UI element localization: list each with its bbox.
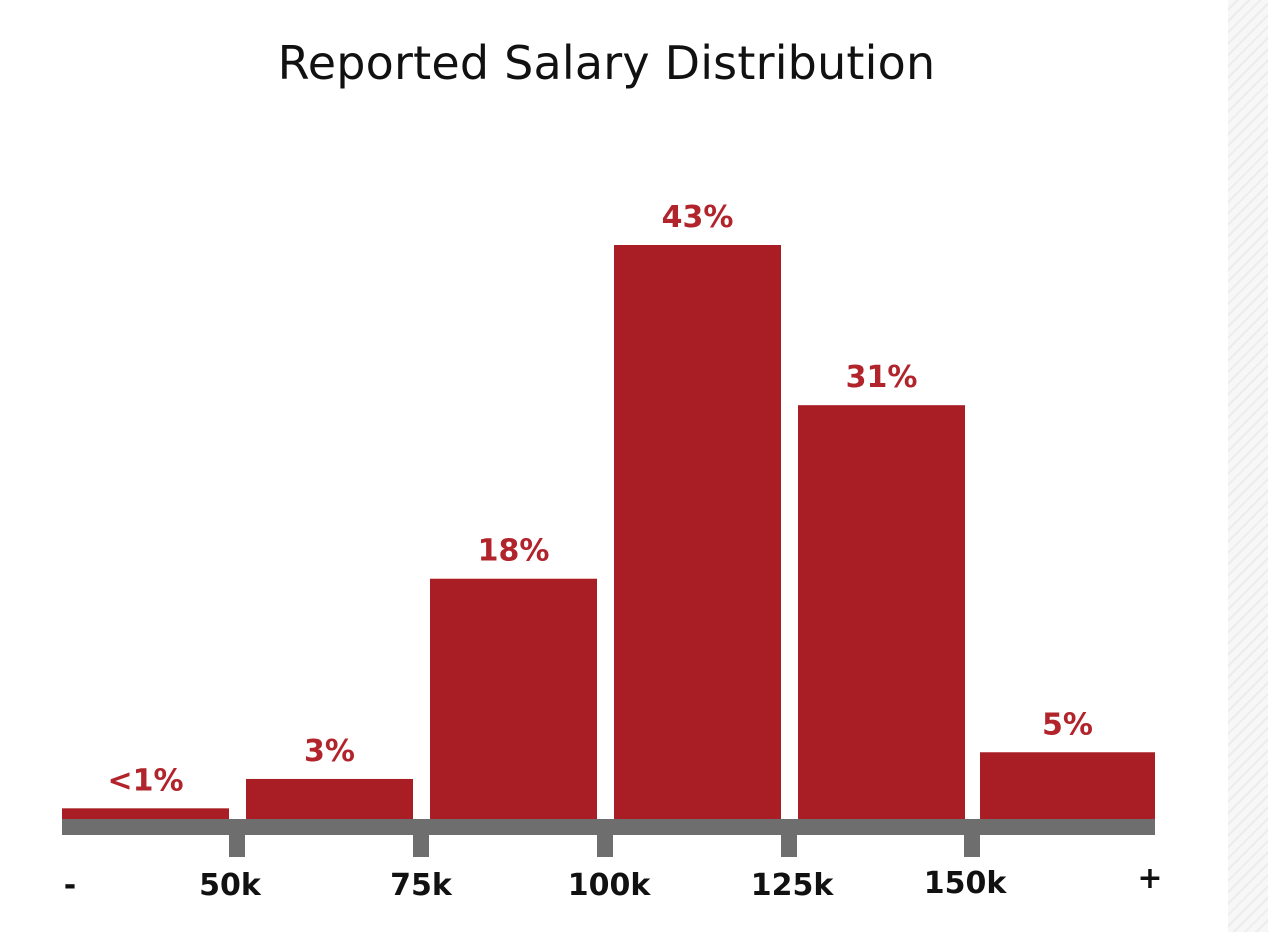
value-labels-layer: <1% 3% 18% 43% 31% 5% [107,200,1093,798]
value-label-2: 3% [304,734,355,769]
x-tick-mark-4 [781,819,797,857]
x-tick-mark-1 [229,819,245,857]
x-tick-label-7: + [1137,861,1162,896]
x-tick-label-6: 150k [924,866,1008,901]
x-tick-label-2: 50k [199,868,262,903]
bar-3 [430,578,597,821]
x-tick-labels-layer: - 50k 75k 100k 125k 150k + [64,861,1163,903]
x-axis [62,819,1155,857]
value-label-4: 43% [662,200,734,235]
x-tick-label-3: 75k [390,868,453,903]
bar-2 [246,778,413,821]
x-tick-label-4: 100k [568,868,652,903]
x-tick-mark-3 [597,819,613,857]
bar-6 [980,752,1155,821]
bar-5 [798,405,965,821]
chart-title: Reported Salary Distribution [277,36,936,90]
value-label-1: <1% [107,763,183,798]
bar-4 [614,245,781,821]
value-label-3: 18% [478,534,550,569]
background-hatch [1228,0,1268,932]
x-tick-label-1: - [64,868,76,903]
value-label-6: 5% [1042,707,1093,742]
bars-layer [62,245,1155,821]
x-tick-mark-2 [413,819,429,857]
value-label-5: 31% [846,360,918,395]
x-tick-mark-5 [964,819,980,857]
x-tick-label-5: 125k [751,868,835,903]
bar-1 [62,808,229,821]
